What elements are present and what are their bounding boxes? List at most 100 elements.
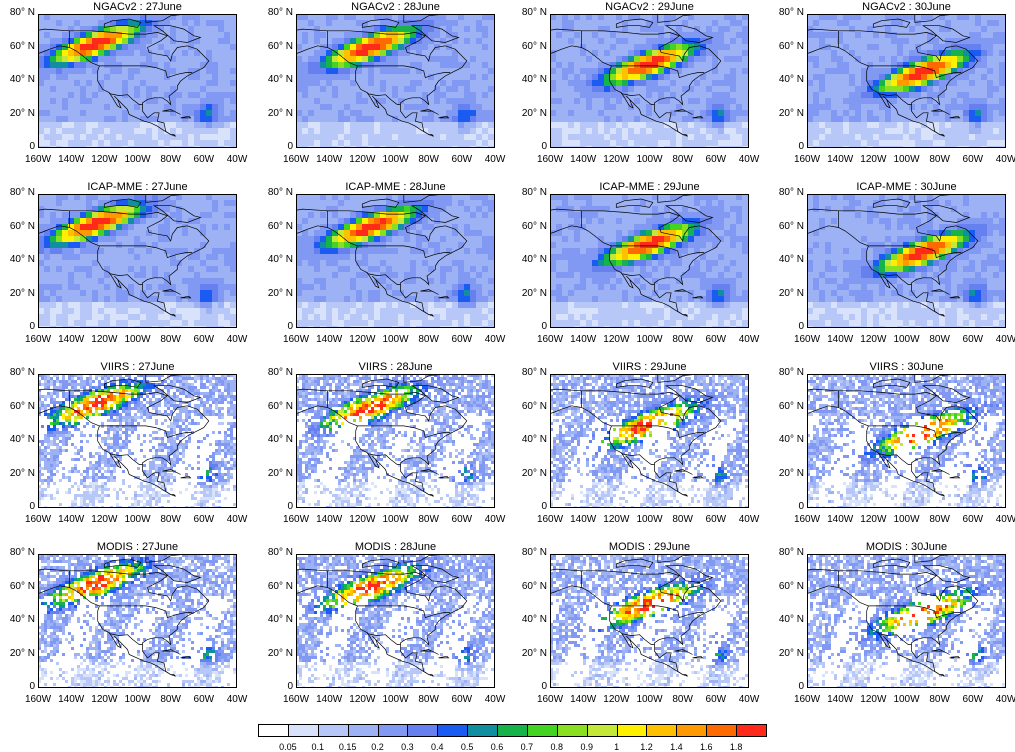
aod-cell [140, 62, 146, 68]
aod-cell [368, 104, 374, 110]
aod-cell [308, 26, 314, 32]
aod-cell [730, 134, 736, 140]
aod-cell [452, 242, 458, 248]
aod-cell [92, 92, 98, 98]
aod-cell [470, 74, 476, 80]
aod-cell [562, 110, 568, 116]
aod-cell [146, 266, 152, 272]
aod-cell [819, 116, 825, 122]
aod-cell [308, 68, 314, 74]
aod-cell [873, 110, 879, 116]
lat-tick-label: 40° N [10, 74, 35, 85]
aod-cell [562, 92, 568, 98]
aod-cell [164, 62, 170, 68]
aod-cell [116, 116, 122, 122]
aod-cell [867, 104, 873, 110]
aod-cell [909, 68, 915, 74]
lon-tick-label: 40W [478, 154, 512, 165]
aod-cell [957, 116, 963, 122]
lat-tick-label: 40° N [10, 254, 35, 265]
aod-cell [44, 110, 50, 116]
aod-cell [206, 200, 212, 206]
aod-cell [218, 140, 224, 146]
aod-cell [476, 314, 482, 320]
aod-cell [688, 140, 694, 146]
lat-tick-label: 80° N [10, 7, 35, 18]
aod-cell [218, 20, 224, 26]
aod-cell [326, 218, 332, 224]
aod-cell [470, 116, 476, 122]
aod-cell [422, 80, 428, 86]
aod-cell [374, 242, 380, 248]
aod-cell [56, 218, 62, 224]
aod-cell [819, 80, 825, 86]
aod-cell [68, 212, 74, 218]
aod-cell [386, 116, 392, 122]
aod-cell [134, 320, 140, 326]
aod-cell [80, 308, 86, 314]
aod-cell [897, 44, 903, 50]
aod-cell [440, 104, 446, 110]
aod-cell [230, 320, 236, 326]
aod-cell [957, 122, 963, 128]
aod-cell [464, 254, 470, 260]
aod-cell [134, 242, 140, 248]
aod-cell [957, 50, 963, 56]
aod-cell [338, 266, 344, 272]
aod-cell [110, 248, 116, 254]
aod-cell [356, 272, 362, 278]
aod-cell [74, 266, 80, 272]
aod-cell [356, 98, 362, 104]
aod-cell [344, 128, 350, 134]
aod-cell [206, 20, 212, 26]
aod-cell [446, 200, 452, 206]
aod-cell [356, 236, 362, 242]
aod-cell [386, 224, 392, 230]
aod-cell [604, 44, 610, 50]
aod-cell [488, 110, 494, 116]
aod-cell [302, 296, 308, 302]
aod-cell [470, 314, 476, 320]
aod-cell [446, 50, 452, 56]
aod-cell [891, 140, 897, 146]
aod-cell [903, 110, 909, 116]
aod-cell [68, 122, 74, 128]
aod-cell [616, 68, 622, 74]
aod-cell [56, 26, 62, 32]
aod-cell [556, 68, 562, 74]
aod-cell [44, 266, 50, 272]
aod-cell [843, 32, 849, 38]
lon-tick-label: 100W [379, 154, 413, 165]
aod-cell [843, 44, 849, 50]
aod-cell [50, 74, 56, 80]
aod-cell [945, 122, 951, 128]
aod-cell [470, 230, 476, 236]
aod-cell [640, 98, 646, 104]
aod-cell [128, 38, 134, 44]
aod-cell [464, 26, 470, 32]
aod-cell [580, 56, 586, 62]
aod-cell [98, 302, 104, 308]
aod-cell [837, 104, 843, 110]
aod-cell [44, 80, 50, 86]
aod-cell [200, 98, 206, 104]
aod-cell [326, 56, 332, 62]
aod-cell [206, 230, 212, 236]
aod-cell [74, 38, 80, 44]
aod-cell [362, 236, 368, 242]
aod-cell [981, 44, 987, 50]
aod-cell [700, 50, 706, 56]
aod-cell [416, 236, 422, 242]
aod-cell [152, 128, 158, 134]
aod-cell [556, 218, 562, 224]
aod-cell [422, 314, 428, 320]
aod-cell [326, 32, 332, 38]
aod-cell [176, 56, 182, 62]
aod-cell [825, 74, 831, 80]
aod-cell [386, 284, 392, 290]
aod-cell [556, 308, 562, 314]
aod-cell [416, 296, 422, 302]
aod-cell [574, 116, 580, 122]
aod-cell [362, 314, 368, 320]
aod-cell [963, 134, 969, 140]
